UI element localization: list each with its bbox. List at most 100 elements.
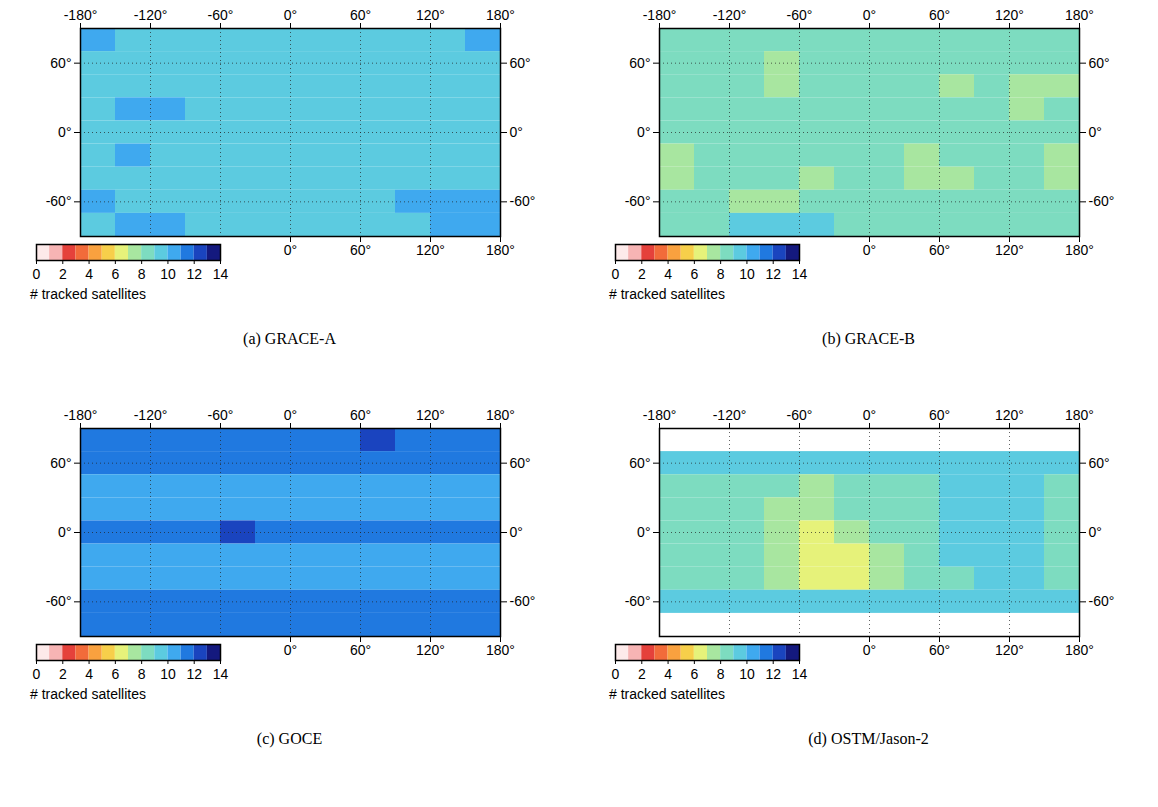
svg-text:60°: 60° bbox=[350, 242, 371, 258]
svg-text:6: 6 bbox=[111, 666, 119, 682]
svg-text:-60°: -60° bbox=[1089, 193, 1115, 209]
svg-text:-120°: -120° bbox=[134, 407, 168, 423]
svg-text:-60°: -60° bbox=[787, 7, 813, 23]
svg-text:-60°: -60° bbox=[510, 593, 536, 609]
svg-text:-60°: -60° bbox=[46, 593, 72, 609]
svg-text:120°: 120° bbox=[416, 407, 445, 423]
svg-text:120°: 120° bbox=[995, 242, 1024, 258]
svg-text:180°: 180° bbox=[1065, 407, 1094, 423]
svg-text:0: 0 bbox=[612, 266, 620, 282]
svg-text:60°: 60° bbox=[350, 642, 371, 658]
svg-text:12: 12 bbox=[186, 666, 202, 682]
svg-text:8: 8 bbox=[717, 266, 725, 282]
svg-text:0°: 0° bbox=[1089, 124, 1102, 140]
svg-text:4: 4 bbox=[85, 666, 93, 682]
svg-text:0°: 0° bbox=[863, 642, 876, 658]
svg-text:14: 14 bbox=[213, 666, 229, 682]
svg-text:6: 6 bbox=[690, 666, 698, 682]
svg-text:0°: 0° bbox=[637, 124, 650, 140]
svg-text:60°: 60° bbox=[50, 55, 71, 71]
svg-text:120°: 120° bbox=[995, 642, 1024, 658]
svg-text:-60°: -60° bbox=[208, 407, 234, 423]
svg-text:60°: 60° bbox=[350, 407, 371, 423]
svg-text:0: 0 bbox=[33, 266, 41, 282]
svg-text:60°: 60° bbox=[929, 7, 950, 23]
svg-text:0°: 0° bbox=[510, 524, 523, 540]
svg-text:0°: 0° bbox=[863, 407, 876, 423]
svg-text:-60°: -60° bbox=[625, 193, 651, 209]
svg-text:2: 2 bbox=[638, 666, 646, 682]
svg-text:-60°: -60° bbox=[208, 7, 234, 23]
svg-text:14: 14 bbox=[792, 266, 808, 282]
svg-text:-60°: -60° bbox=[510, 193, 536, 209]
svg-text:4: 4 bbox=[664, 266, 672, 282]
svg-text:180°: 180° bbox=[486, 242, 515, 258]
svg-text:-60°: -60° bbox=[625, 593, 651, 609]
svg-text:60°: 60° bbox=[929, 642, 950, 658]
svg-text:60°: 60° bbox=[929, 242, 950, 258]
svg-text:-60°: -60° bbox=[1089, 593, 1115, 609]
svg-text:60°: 60° bbox=[510, 55, 531, 71]
svg-text:-180°: -180° bbox=[64, 7, 98, 23]
svg-text:0°: 0° bbox=[58, 524, 71, 540]
svg-text:10: 10 bbox=[160, 266, 176, 282]
svg-text:-120°: -120° bbox=[134, 7, 168, 23]
svg-text:60°: 60° bbox=[929, 407, 950, 423]
svg-text:0: 0 bbox=[33, 666, 41, 682]
svg-text:14: 14 bbox=[213, 266, 229, 282]
svg-text:0°: 0° bbox=[284, 642, 297, 658]
svg-text:2: 2 bbox=[638, 266, 646, 282]
svg-text:10: 10 bbox=[739, 666, 755, 682]
svg-text:180°: 180° bbox=[486, 407, 515, 423]
svg-text:120°: 120° bbox=[995, 7, 1024, 23]
svg-text:60°: 60° bbox=[50, 455, 71, 471]
svg-text:0°: 0° bbox=[510, 124, 523, 140]
svg-text:120°: 120° bbox=[416, 642, 445, 658]
svg-text:180°: 180° bbox=[1065, 642, 1094, 658]
svg-text:0°: 0° bbox=[1089, 524, 1102, 540]
svg-text:10: 10 bbox=[160, 666, 176, 682]
svg-text:2: 2 bbox=[59, 666, 67, 682]
svg-text:0°: 0° bbox=[284, 7, 297, 23]
svg-text:4: 4 bbox=[85, 266, 93, 282]
svg-text:0°: 0° bbox=[284, 242, 297, 258]
svg-text:2: 2 bbox=[59, 266, 67, 282]
svg-text:-120°: -120° bbox=[713, 7, 747, 23]
svg-text:12: 12 bbox=[186, 266, 202, 282]
svg-text:180°: 180° bbox=[1065, 7, 1094, 23]
svg-text:12: 12 bbox=[765, 266, 781, 282]
svg-text:-120°: -120° bbox=[713, 407, 747, 423]
svg-text:8: 8 bbox=[138, 266, 146, 282]
svg-text:-60°: -60° bbox=[46, 193, 72, 209]
svg-text:14: 14 bbox=[792, 666, 808, 682]
svg-text:0°: 0° bbox=[863, 242, 876, 258]
svg-text:4: 4 bbox=[664, 666, 672, 682]
svg-text:-180°: -180° bbox=[643, 407, 677, 423]
svg-text:0°: 0° bbox=[284, 407, 297, 423]
svg-text:-60°: -60° bbox=[787, 407, 813, 423]
svg-text:10: 10 bbox=[739, 266, 755, 282]
svg-text:0°: 0° bbox=[637, 524, 650, 540]
svg-text:60°: 60° bbox=[1089, 55, 1110, 71]
svg-text:60°: 60° bbox=[1089, 455, 1110, 471]
svg-text:-180°: -180° bbox=[643, 7, 677, 23]
svg-text:180°: 180° bbox=[486, 7, 515, 23]
svg-text:120°: 120° bbox=[416, 7, 445, 23]
svg-text:60°: 60° bbox=[350, 7, 371, 23]
svg-text:6: 6 bbox=[111, 266, 119, 282]
svg-text:12: 12 bbox=[765, 666, 781, 682]
svg-text:180°: 180° bbox=[1065, 242, 1094, 258]
svg-text:8: 8 bbox=[138, 666, 146, 682]
svg-text:60°: 60° bbox=[629, 55, 650, 71]
svg-text:60°: 60° bbox=[629, 455, 650, 471]
svg-text:120°: 120° bbox=[995, 407, 1024, 423]
svg-text:180°: 180° bbox=[486, 642, 515, 658]
svg-text:6: 6 bbox=[690, 266, 698, 282]
svg-text:0: 0 bbox=[612, 666, 620, 682]
svg-text:60°: 60° bbox=[510, 455, 531, 471]
svg-text:0°: 0° bbox=[863, 7, 876, 23]
svg-text:120°: 120° bbox=[416, 242, 445, 258]
svg-text:0°: 0° bbox=[58, 124, 71, 140]
svg-text:-180°: -180° bbox=[64, 407, 98, 423]
svg-text:8: 8 bbox=[717, 666, 725, 682]
